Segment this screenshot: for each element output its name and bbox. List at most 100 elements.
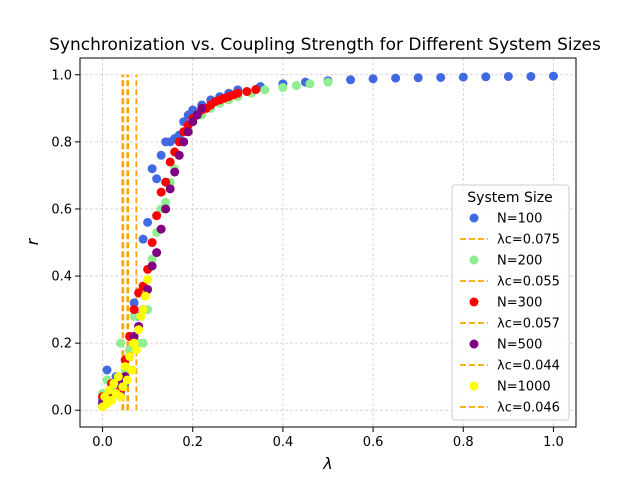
data-point [138,234,148,244]
data-point [436,72,446,82]
data-point [458,72,468,82]
data-point [122,375,132,385]
data-point [526,71,536,81]
legend-critical-label: λc=0.044 [497,359,560,374]
legend-marker [469,339,479,349]
data-point [503,71,513,81]
x-axis-label: λ [322,454,332,473]
data-point [165,157,175,167]
legend: System Size N=100λc=0.075N=200λc=0.055N=… [451,184,570,421]
data-point [183,127,193,137]
y-tick-label: 1.0 [51,68,72,83]
y-tick-label: 0.8 [51,135,72,150]
data-point [152,211,162,221]
data-points [98,71,558,412]
data-point [113,372,123,382]
data-point [129,331,139,341]
data-point [481,72,491,82]
data-point [102,365,112,375]
y-tick-label: 0.2 [51,337,72,352]
x-axis-ticks: 0.0 0.2 0.4 0.6 0.8 1.0 [92,427,564,450]
data-point [161,177,171,187]
data-point [170,167,180,177]
y-tick-label: 0.0 [51,404,72,419]
data-point [147,238,157,247]
data-point [134,288,144,298]
legend-series-label: N=1000 [497,380,551,395]
data-point [129,298,139,308]
chart-title: Synchronization vs. Coupling Strength fo… [49,35,601,55]
data-point [305,79,315,89]
data-point [291,81,301,91]
data-point [323,77,333,87]
data-point [174,150,184,160]
legend-entries: N=100 λc=0.075 N=200 λc=0.055 N=300 λc=0.057 N… [460,212,560,416]
data-point [104,385,114,395]
data-point [188,117,198,127]
data-point [391,73,401,83]
data-point [346,75,356,85]
data-point [152,248,162,258]
legend-series-label: N=300 [497,296,542,311]
data-point [156,150,166,160]
data-point [125,352,135,362]
data-point [138,305,148,315]
data-point [107,395,117,405]
data-point [127,365,137,375]
data-point [109,378,119,388]
data-point [147,164,157,174]
legend-marker [469,381,479,391]
legend-marker [469,297,479,307]
legend-series-label: N=500 [497,338,542,353]
data-point [179,137,189,147]
legend-critical-label: λc=0.055 [497,275,560,290]
data-point [129,305,139,315]
data-point [156,187,166,197]
data-point [260,85,270,95]
data-point [131,345,141,355]
data-point [242,87,252,97]
legend-marker [469,213,479,223]
legend-box [451,184,570,421]
data-point [152,174,162,184]
legend-series-label: N=200 [497,254,542,269]
axes-frame [79,57,577,428]
x-tick-label: 0.6 [363,435,384,450]
data-point [116,392,126,402]
data-point [161,197,171,207]
data-point [161,204,171,214]
data-point [116,338,126,348]
y-tick-label: 0.6 [51,202,72,217]
data-point [143,274,153,284]
legend-critical-label: λc=0.046 [497,401,560,416]
legend-marker [469,255,479,265]
x-tick-label: 0.0 [92,435,113,450]
data-point [120,362,130,372]
data-point [278,83,288,93]
data-point [147,254,157,264]
x-tick-label: 1.0 [543,435,564,450]
data-point [413,73,423,83]
data-point [165,184,175,194]
data-point [140,291,150,301]
legend-series-label: N=100 [497,212,542,227]
data-point [368,74,378,84]
data-point [143,217,153,227]
y-axis-label: r [23,237,42,245]
legend-critical-label: λc=0.057 [497,317,560,332]
x-tick-label: 0.8 [453,435,474,450]
data-point [156,224,166,234]
data-point [125,345,135,355]
data-point [197,103,207,113]
x-tick-label: 0.4 [273,435,294,450]
data-point [192,110,202,120]
x-tick-label: 0.2 [182,435,203,450]
data-point [251,85,261,95]
legend-critical-label: λc=0.075 [497,233,560,248]
data-point [147,261,157,271]
data-point [118,382,128,392]
y-axis-ticks: 0.0 0.2 0.4 0.6 0.8 1.0 [51,68,80,419]
data-point [129,311,139,321]
data-point [138,338,148,348]
